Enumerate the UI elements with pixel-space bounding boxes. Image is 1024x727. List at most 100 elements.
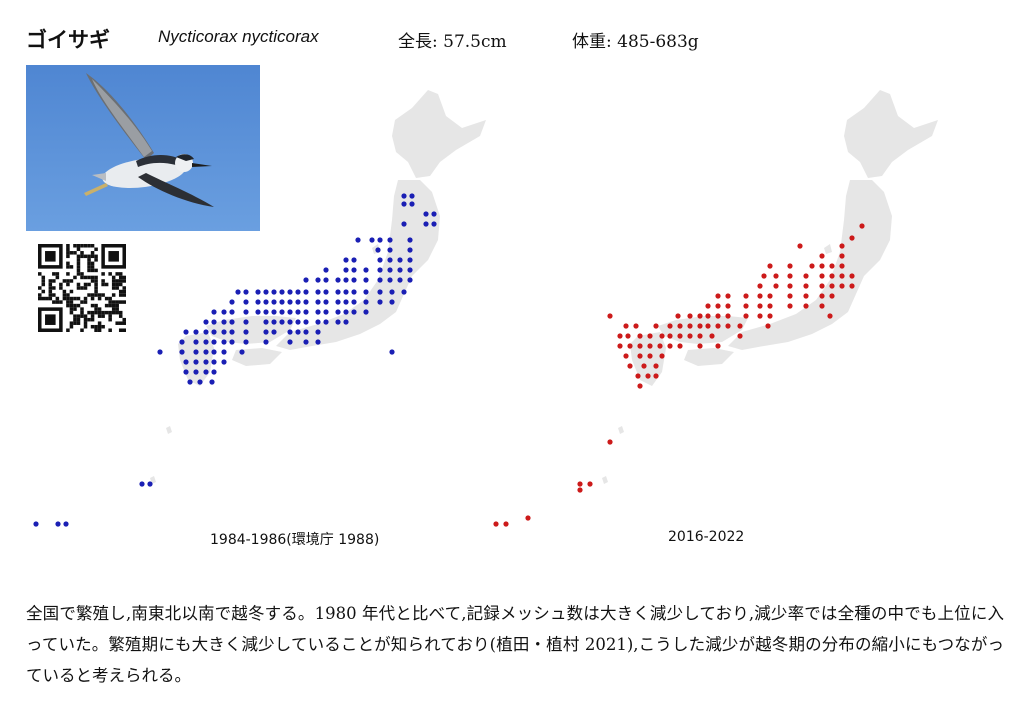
occurrence-dot bbox=[271, 309, 277, 315]
occurrence-dot bbox=[323, 299, 329, 305]
occurrence-dot bbox=[757, 293, 763, 299]
occurrence-dot bbox=[667, 333, 673, 339]
occurrence-dot bbox=[767, 293, 773, 299]
occurrence-dot bbox=[625, 333, 631, 339]
occurrence-dot bbox=[211, 349, 217, 355]
occurrence-dot bbox=[33, 521, 39, 527]
occurrence-dot bbox=[687, 323, 693, 329]
occurrence-dot bbox=[315, 309, 321, 315]
occurrence-dot bbox=[335, 309, 341, 315]
occurrence-dot bbox=[637, 353, 643, 359]
occurrence-dot bbox=[757, 313, 763, 319]
occurrence-dot bbox=[351, 299, 357, 305]
description-text: 全国で繁殖し,南東北以南で越冬する。1980 年代と比べて,記録メッシュ数は大き… bbox=[26, 604, 1004, 685]
occurrence-dot bbox=[203, 329, 209, 335]
occurrence-dot bbox=[203, 349, 209, 355]
occurrence-dot bbox=[677, 333, 683, 339]
occurrence-dot bbox=[407, 247, 413, 253]
occurrence-dot bbox=[351, 267, 357, 273]
occurrence-dot bbox=[725, 323, 731, 329]
occurrence-dot bbox=[279, 299, 285, 305]
occurrence-dot bbox=[715, 293, 721, 299]
occurrence-dot bbox=[407, 277, 413, 283]
occurrence-dot bbox=[157, 349, 163, 355]
species-scientific-name: Nycticorax nycticorax bbox=[158, 27, 319, 46]
occurrence-dot bbox=[335, 299, 341, 305]
occurrence-dot bbox=[607, 313, 613, 319]
occurrence-dot bbox=[787, 293, 793, 299]
species-weight: 体重: 485-683g bbox=[572, 32, 699, 52]
occurrence-dot bbox=[235, 289, 241, 295]
occurrence-dot bbox=[179, 349, 185, 355]
occurrence-dot bbox=[211, 339, 217, 345]
occurrence-dot bbox=[773, 273, 779, 279]
occurrence-dot bbox=[221, 319, 227, 325]
occurrence-dot bbox=[819, 253, 825, 259]
occurrence-dot bbox=[243, 309, 249, 315]
occurrence-dot bbox=[431, 211, 437, 217]
occurrence-dot bbox=[229, 339, 235, 345]
occurrence-dot bbox=[193, 339, 199, 345]
occurrence-dot bbox=[211, 329, 217, 335]
map-caption-1984-1986: 1984-1986(環境庁 1988) bbox=[210, 532, 380, 548]
occurrence-dot bbox=[343, 267, 349, 273]
occurrence-dot bbox=[849, 283, 855, 289]
occurrence-dot bbox=[667, 323, 673, 329]
occurrence-dot bbox=[323, 309, 329, 315]
occurrence-dot bbox=[377, 257, 383, 263]
map-caption-2016-2022: 2016-2022 bbox=[668, 529, 745, 545]
occurrence-dot bbox=[675, 313, 681, 319]
occurrence-dot bbox=[705, 313, 711, 319]
occurrence-dot bbox=[743, 303, 749, 309]
occurrence-dot bbox=[315, 329, 321, 335]
occurrence-dot bbox=[287, 309, 293, 315]
occurrence-dot bbox=[829, 263, 835, 269]
occurrence-dot bbox=[363, 277, 369, 283]
occurrence-dot bbox=[315, 277, 321, 283]
occurrence-dot bbox=[725, 293, 731, 299]
occurrence-dot bbox=[303, 329, 309, 335]
occurrence-dot bbox=[211, 369, 217, 375]
occurrence-dot bbox=[839, 243, 845, 249]
occurrence-dot bbox=[387, 257, 393, 263]
occurrence-dot bbox=[839, 273, 845, 279]
occurrence-dot bbox=[243, 339, 249, 345]
occurrence-dot bbox=[351, 257, 357, 263]
occurrence-dot bbox=[193, 369, 199, 375]
occurrence-dot bbox=[839, 253, 845, 259]
occurrence-dot bbox=[375, 247, 381, 253]
land-region bbox=[276, 180, 440, 350]
occurrence-dot bbox=[363, 309, 369, 315]
occurrence-dot bbox=[377, 277, 383, 283]
species-japanese-name: ゴイサギ bbox=[26, 28, 110, 52]
occurrence-dot bbox=[715, 313, 721, 319]
occurrence-dot bbox=[271, 299, 277, 305]
heron-in-flight-image bbox=[26, 65, 260, 231]
occurrence-dot bbox=[295, 289, 301, 295]
occurrence-dot bbox=[407, 237, 413, 243]
occurrence-dot bbox=[839, 263, 845, 269]
occurrence-dot bbox=[243, 299, 249, 305]
occurrence-dot bbox=[187, 379, 193, 385]
occurrence-dot bbox=[211, 309, 217, 315]
occurrence-dot bbox=[423, 211, 429, 217]
qr-code[interactable] bbox=[38, 244, 126, 332]
occurrence-dot bbox=[849, 273, 855, 279]
occurrence-dot bbox=[803, 283, 809, 289]
occurrence-dot bbox=[803, 273, 809, 279]
occurrence-dot bbox=[653, 323, 659, 329]
occurrence-dot bbox=[263, 309, 269, 315]
occurrence-dot bbox=[55, 521, 61, 527]
occurrence-dot bbox=[803, 293, 809, 299]
occurrence-dot bbox=[407, 267, 413, 273]
occurrence-dot bbox=[409, 201, 415, 207]
occurrence-dot bbox=[839, 283, 845, 289]
occurrence-dot bbox=[797, 243, 803, 249]
occurrence-dot bbox=[315, 299, 321, 305]
occurrence-dot bbox=[623, 353, 629, 359]
occurrence-dot bbox=[239, 349, 245, 355]
occurrence-dot bbox=[641, 363, 647, 369]
occurrence-dot bbox=[211, 319, 217, 325]
qr-code-image[interactable] bbox=[38, 244, 126, 332]
occurrence-dot bbox=[323, 277, 329, 283]
